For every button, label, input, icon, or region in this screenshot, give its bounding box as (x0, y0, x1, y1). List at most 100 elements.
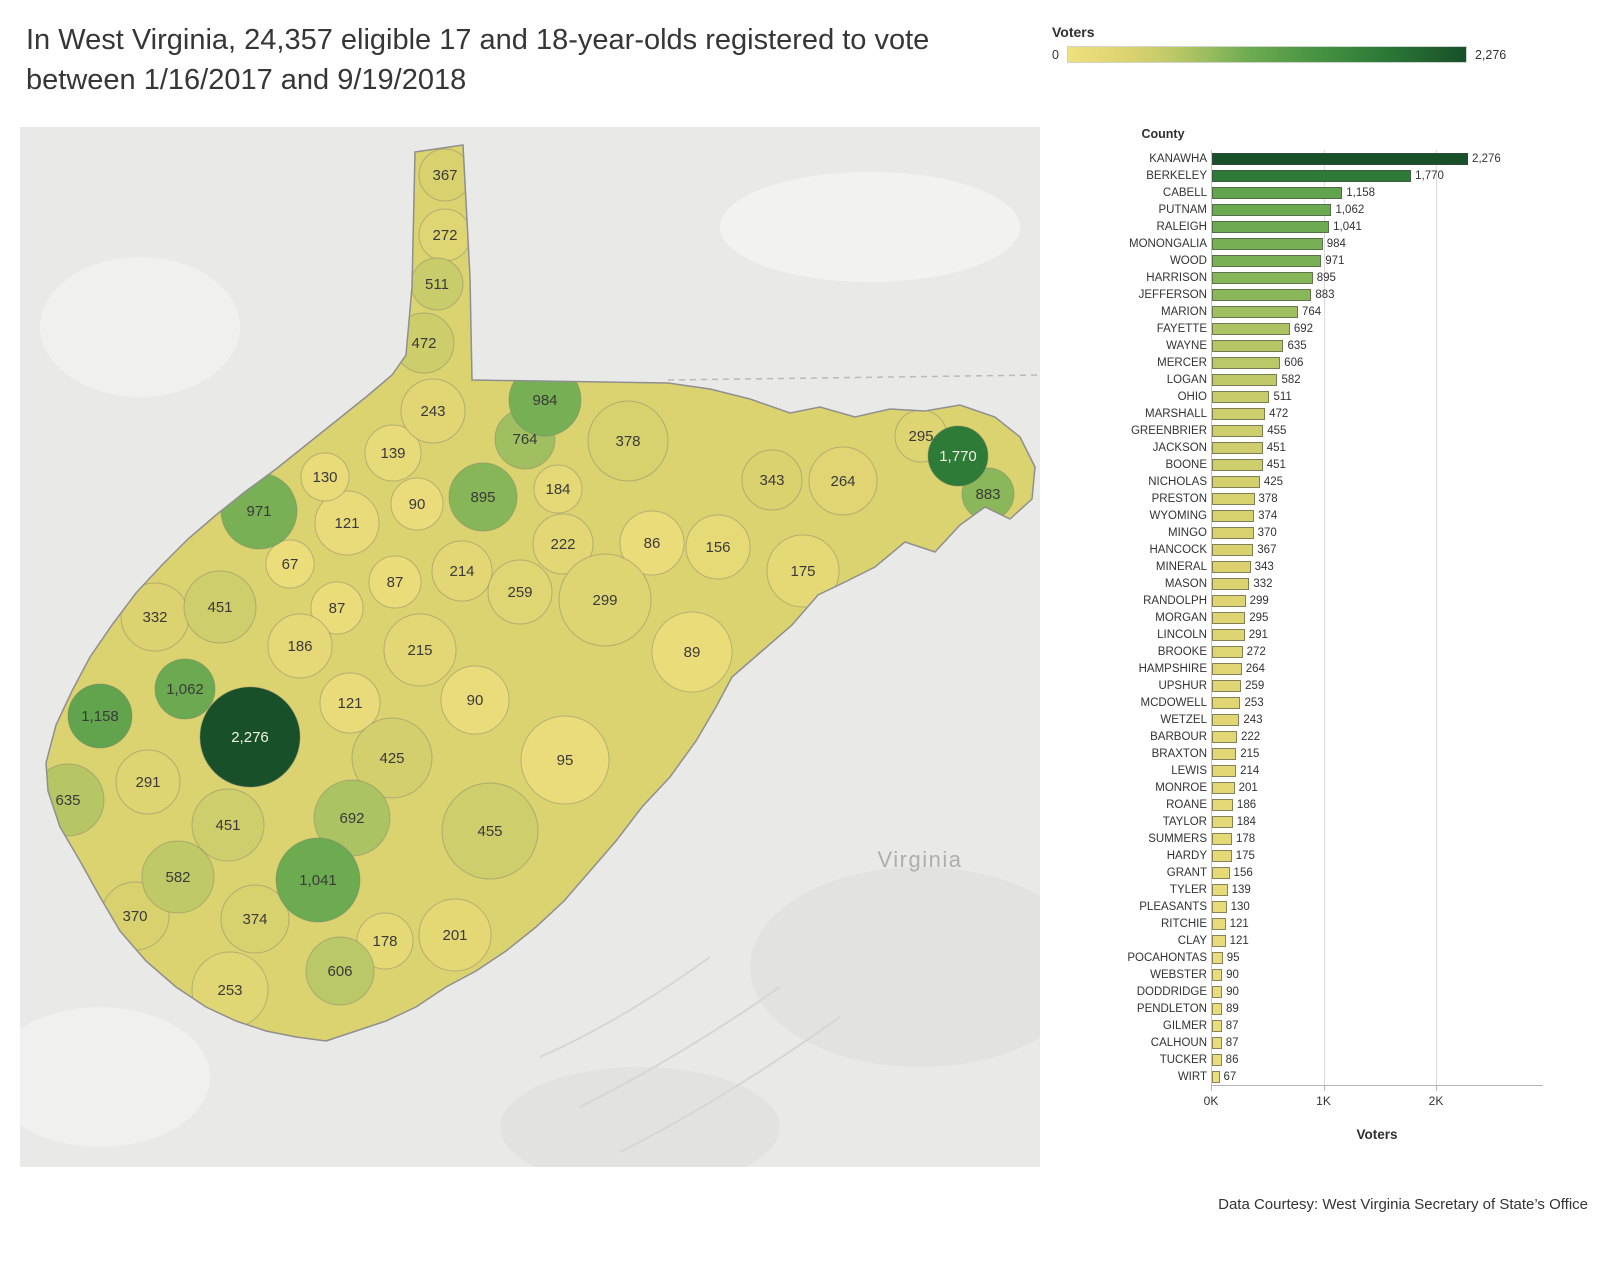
bar[interactable] (1212, 985, 1223, 998)
bar[interactable] (1212, 390, 1270, 403)
choropleth-map-panel[interactable]: 2,276 1,770 1,158 1,062 1,041 984 971 895 883 764… (20, 127, 1040, 1167)
county-region-berkeley[interactable] (927, 425, 989, 487)
county-region-roane[interactable] (267, 613, 333, 679)
bar-row-jefferson[interactable]: JEFFERSON 883 (1075, 286, 1595, 303)
bar[interactable] (1212, 441, 1263, 454)
bar-row-hampshire[interactable]: HAMPSHIRE 264 (1075, 660, 1595, 677)
county-region-greenbrier[interactable] (441, 782, 539, 880)
bar[interactable] (1212, 696, 1241, 709)
county-region-jackson[interactable] (183, 570, 257, 644)
bar[interactable] (1212, 271, 1313, 284)
bar-row-randolph[interactable]: RANDOLPH 299 (1075, 592, 1595, 609)
bar-row-mercer[interactable]: MERCER 606 (1075, 354, 1595, 371)
county-region-raleigh[interactable] (275, 837, 361, 923)
bar-row-morgan[interactable]: MORGAN 295 (1075, 609, 1595, 626)
bar-row-tucker[interactable]: TUCKER 86 (1075, 1051, 1595, 1068)
county-region-lewis[interactable] (431, 540, 493, 602)
bar[interactable] (1212, 849, 1232, 862)
bar-row-roane[interactable]: ROANE 186 (1075, 796, 1595, 813)
county-region-putnam[interactable] (154, 658, 216, 720)
bar-row-mcdowell[interactable]: MCDOWELL 253 (1075, 694, 1595, 711)
bar-row-hardy[interactable]: HARDY 175 (1075, 847, 1595, 864)
bar[interactable] (1212, 934, 1226, 947)
bar-row-taylor[interactable]: TAYLOR 184 (1075, 813, 1595, 830)
bar[interactable] (1212, 339, 1284, 352)
county-region-lincoln[interactable] (115, 749, 181, 815)
bar-row-harrison[interactable]: HARRISON 895 (1075, 269, 1595, 286)
bar-row-monroe[interactable]: MONROE 201 (1075, 779, 1595, 796)
bar-row-jackson[interactable]: JACKSON 451 (1075, 439, 1595, 456)
bar-row-mason[interactable]: MASON 332 (1075, 575, 1595, 592)
bar[interactable] (1212, 968, 1223, 981)
bar-row-boone[interactable]: BOONE 451 (1075, 456, 1595, 473)
bar-row-barbour[interactable]: BARBOUR 222 (1075, 728, 1595, 745)
bar[interactable] (1212, 951, 1223, 964)
bar[interactable] (1212, 815, 1233, 828)
bar-row-mingo[interactable]: MINGO 370 (1075, 524, 1595, 541)
bar[interactable] (1212, 322, 1290, 335)
bar-row-greenbrier[interactable]: GREENBRIER 455 (1075, 422, 1595, 439)
bar[interactable] (1212, 1036, 1222, 1049)
bar-row-gilmer[interactable]: GILMER 87 (1075, 1017, 1595, 1034)
county-region-upshur[interactable] (487, 559, 553, 625)
county-region-pendleton[interactable] (651, 611, 733, 693)
bar-row-marshall[interactable]: MARSHALL 472 (1075, 405, 1595, 422)
bar[interactable] (1212, 407, 1266, 420)
bar-row-lincoln[interactable]: LINCOLN 291 (1075, 626, 1595, 643)
bar-row-lewis[interactable]: LEWIS 214 (1075, 762, 1595, 779)
county-region-braxton[interactable] (383, 613, 457, 687)
bar[interactable] (1212, 203, 1332, 216)
county-region-tyler[interactable] (364, 424, 422, 482)
bar-row-wirt[interactable]: WIRT 67 (1075, 1068, 1595, 1085)
county-region-logan[interactable] (141, 840, 215, 914)
county-region-webster[interactable] (440, 665, 510, 735)
county-region-taylor[interactable] (533, 464, 583, 514)
bar-row-berkeley[interactable]: BERKELEY 1,770 (1075, 167, 1595, 184)
county-region-wirt[interactable] (265, 539, 315, 589)
bar-row-hancock[interactable]: HANCOCK 367 (1075, 541, 1595, 558)
bar-row-ritchie[interactable]: RITCHIE 121 (1075, 915, 1595, 932)
bar-row-calhoun[interactable]: CALHOUN 87 (1075, 1034, 1595, 1051)
county-region-wyoming[interactable] (220, 884, 290, 954)
bar[interactable] (1212, 424, 1264, 437)
bar[interactable] (1212, 373, 1278, 386)
bar[interactable] (1212, 237, 1323, 250)
bar-row-monongalia[interactable]: MONONGALIA 984 (1075, 235, 1595, 252)
bar[interactable] (1212, 900, 1227, 913)
bar[interactable] (1212, 509, 1255, 522)
bar[interactable] (1212, 1019, 1222, 1032)
bar-row-wood[interactable]: WOOD 971 (1075, 252, 1595, 269)
bar[interactable] (1212, 152, 1469, 165)
county-region-pleasants[interactable] (300, 452, 350, 502)
county-region-randolph[interactable] (558, 553, 652, 647)
bar[interactable] (1212, 560, 1251, 573)
county-region-pocahontas[interactable] (520, 715, 610, 805)
bar[interactable] (1212, 764, 1237, 777)
bar-row-pocahontas[interactable]: POCAHONTAS 95 (1075, 949, 1595, 966)
bar[interactable] (1212, 679, 1242, 692)
county-region-grant[interactable] (685, 514, 751, 580)
bar[interactable] (1212, 730, 1237, 743)
county-region-hardy[interactable] (766, 534, 840, 608)
county-region-boone[interactable] (191, 788, 265, 862)
bar[interactable] (1212, 1053, 1222, 1066)
bar[interactable] (1212, 288, 1312, 301)
bar-row-pendleton[interactable]: PENDLETON 89 (1075, 1000, 1595, 1017)
bar[interactable] (1212, 577, 1250, 590)
bar-row-grant[interactable]: GRANT 156 (1075, 864, 1595, 881)
bar-row-doddridge[interactable]: DODDRIDGE 90 (1075, 983, 1595, 1000)
county-region-doddridge[interactable] (390, 477, 444, 531)
bar-row-mineral[interactable]: MINERAL 343 (1075, 558, 1595, 575)
bar[interactable] (1212, 254, 1322, 267)
bar[interactable] (1212, 662, 1242, 675)
bar[interactable] (1212, 543, 1254, 556)
bar[interactable] (1212, 832, 1233, 845)
bar-row-braxton[interactable]: BRAXTON 215 (1075, 745, 1595, 762)
bar[interactable] (1212, 186, 1343, 199)
county-region-cabell[interactable] (67, 683, 133, 749)
bar[interactable] (1212, 305, 1298, 318)
county-region-kanawha[interactable] (199, 686, 301, 788)
bar-row-marion[interactable]: MARION 764 (1075, 303, 1595, 320)
bar[interactable] (1212, 1070, 1220, 1083)
bar-row-cabell[interactable]: CABELL 1,158 (1075, 184, 1595, 201)
